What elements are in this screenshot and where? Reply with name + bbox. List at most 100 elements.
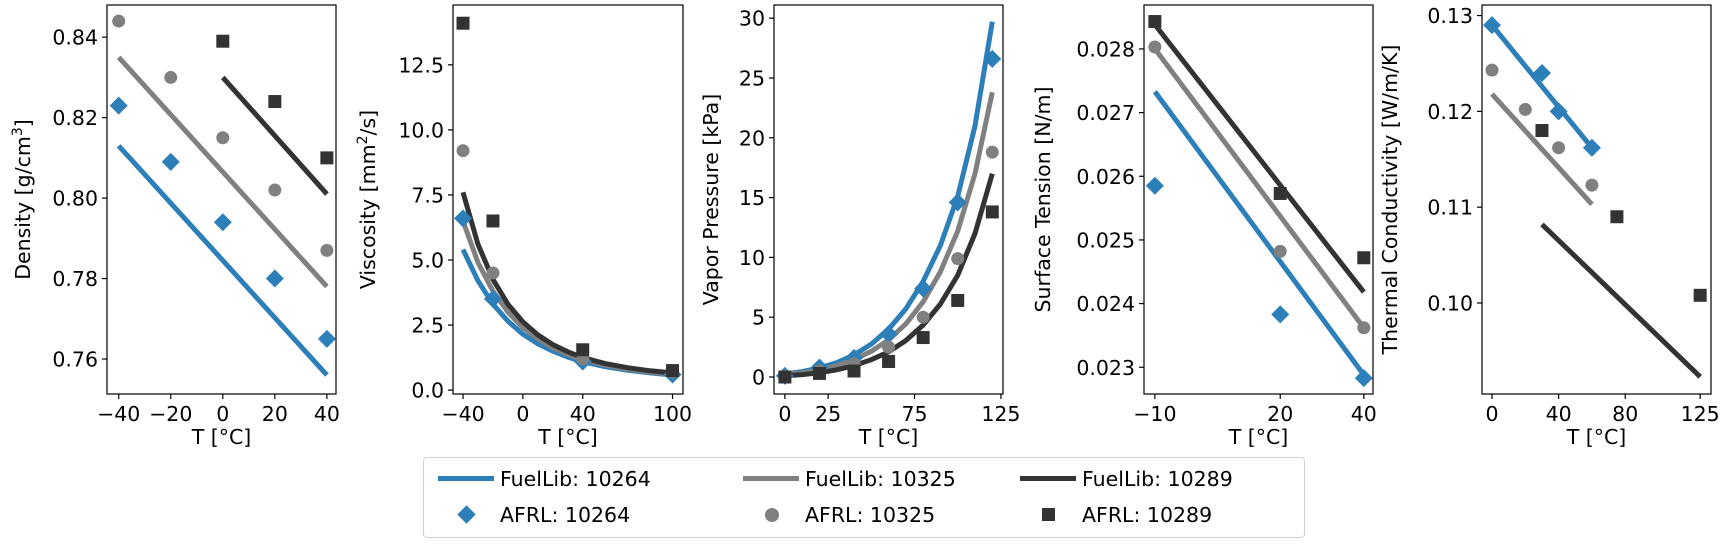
subplot-vapor-pressure: 0 25 75 125 0 5 10 15 20 25 30 T [°C] Vapor Pressure… [699, 4, 1020, 449]
y-tick-label: 0.11 [1427, 196, 1473, 220]
series-line-10325 [1490, 92, 1594, 206]
series-line-10289 [1540, 222, 1702, 379]
marker-circle-10325 [1518, 102, 1532, 116]
y-tick-label: 0.78 [52, 267, 98, 291]
axes-frame [106, 4, 337, 395]
x-tick-label: 0 [1485, 402, 1498, 426]
marker-square-10289 [1148, 15, 1162, 29]
y-tick-label: 0.82 [52, 106, 98, 130]
x-tick-label: 40 [1546, 402, 1572, 426]
y-tick-label: 0.10 [1427, 291, 1473, 315]
legend-square-10289 [1042, 508, 1055, 521]
y-tick-label: 15 [739, 186, 765, 210]
x-tick-label: 0 [216, 402, 229, 426]
x-tick-label: −40 [441, 402, 484, 426]
y-tick-label: 12.5 [398, 53, 444, 77]
subplot-density: −40 −20 0 20 40 0.76 0.78 0.80 0.82 0.84 T [°C] Den… [10, 4, 340, 449]
y-tick-label: 30 [739, 7, 765, 31]
legend-label: AFRL: 10264 [500, 503, 631, 527]
y-tick-label: 0.0 [411, 379, 444, 403]
y-axis-label: Surface Tension [N/m] [1031, 87, 1055, 313]
marker-diamond-10264 [109, 96, 128, 115]
marker-diamond-10264 [983, 49, 1002, 68]
x-tick-label: 40 [570, 402, 596, 426]
marker-square-10289 [268, 95, 282, 109]
marker-circle-10325 [916, 310, 930, 324]
marker-diamond-10264 [454, 209, 473, 228]
legend-line-10289 [1020, 476, 1076, 481]
marker-circle-10325 [216, 131, 230, 145]
marker-square-10289 [320, 151, 334, 165]
legend: FuelLib: 10264 AFRL: 10264 FuelLib: 1032… [423, 457, 1305, 538]
legend-label: FuelLib: 10325 [805, 467, 956, 491]
legend-circle-10325 [765, 508, 779, 522]
y-tick-label: 5 [752, 306, 765, 330]
marker-circle-10325 [164, 70, 178, 84]
marker-diamond-10264 [1549, 102, 1568, 121]
marker-diamond-10264 [317, 329, 336, 348]
legend-label: AFRL: 10325 [805, 503, 936, 527]
y-tick-label: 2.5 [411, 314, 444, 338]
marker-diamond-10264 [914, 279, 933, 298]
marker-square-10289 [1693, 288, 1707, 302]
x-tick-label: 100 [653, 402, 692, 426]
marker-diamond-10264 [1532, 64, 1551, 83]
y-tick-label: 0.80 [52, 187, 98, 211]
series-line-10325 [116, 55, 329, 289]
marker-circle-10325 [1552, 141, 1566, 155]
legend-diamond-10264 [457, 505, 476, 524]
legend-item-fuellib-10325: FuelLib: 10325 [737, 464, 956, 494]
marker-square-10289 [847, 364, 861, 378]
plot-area [109, 14, 336, 377]
legend-item-fuellib-10289: FuelLib: 10289 [1014, 464, 1233, 494]
y-axis-label: Density [g/cm3] [10, 119, 35, 280]
x-axis-label: T [°C] [191, 425, 252, 449]
series-line-10264 [1152, 90, 1366, 377]
plot-area [1145, 15, 1373, 388]
x-tick-label: 125 [981, 402, 1020, 426]
marker-square-10289 [985, 205, 999, 219]
marker-square-10289 [778, 370, 792, 384]
x-tick-label: 0 [516, 402, 529, 426]
circle-marker-icon [737, 500, 793, 530]
marker-diamond-10264 [265, 269, 284, 288]
legend-line-10264 [438, 476, 494, 481]
marker-diamond-10264 [879, 324, 898, 343]
series-line-10289 [220, 75, 329, 196]
marker-circle-10325 [985, 145, 999, 159]
x-tick-label: 75 [901, 402, 927, 426]
series-line-10289 [1152, 23, 1366, 294]
line-swatch-icon [1014, 464, 1076, 494]
x-tick-label: −10 [1133, 402, 1176, 426]
marker-square-10289 [882, 354, 896, 368]
x-axis-label: T [°C] [1228, 425, 1289, 449]
axes-frame [1481, 4, 1712, 395]
y-tick-label: 20 [739, 126, 765, 150]
plot-area [1482, 16, 1707, 379]
y-tick-label: 0.023 [1076, 356, 1135, 380]
legend-label: AFRL: 10289 [1082, 503, 1213, 527]
x-tick-label: 80 [1612, 402, 1638, 426]
marker-square-10289 [576, 343, 590, 357]
marker-diamond-10264 [213, 213, 232, 232]
x-axis-label: T [°C] [537, 425, 598, 449]
marker-circle-10325 [112, 14, 126, 28]
marker-diamond-10264 [1582, 138, 1601, 157]
marker-square-10289 [1610, 210, 1624, 224]
series-line-10325 [1152, 47, 1366, 330]
x-tick-label: −20 [149, 402, 192, 426]
marker-diamond-10264 [1354, 369, 1373, 388]
marker-circle-10325 [268, 183, 282, 197]
legend-item-afrl-10289: AFRL: 10289 [1014, 500, 1212, 530]
y-tick-label: 0.025 [1076, 228, 1135, 252]
legend-label: FuelLib: 10264 [500, 467, 651, 491]
marker-square-10289 [486, 214, 500, 228]
marker-diamond-10264 [1482, 16, 1501, 35]
y-tick-label: 0.76 [52, 348, 98, 372]
marker-square-10289 [1535, 124, 1549, 138]
y-tick-label: 0 [752, 366, 765, 390]
square-marker-icon [1014, 500, 1070, 530]
x-tick-label: −40 [97, 402, 140, 426]
marker-diamond-10264 [1145, 176, 1164, 195]
marker-square-10289 [1273, 186, 1287, 200]
